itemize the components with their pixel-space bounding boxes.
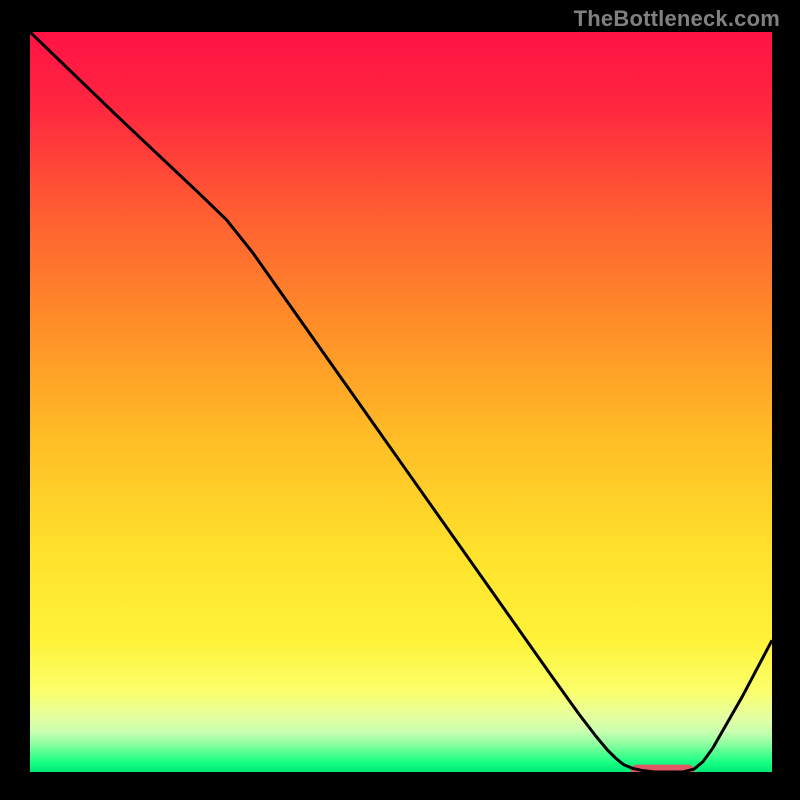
figure-container: TheBottleneck.com [0,0,800,800]
line-layer [30,32,772,772]
bottleneck-curve [30,32,772,772]
watermark-text: TheBottleneck.com [574,6,780,32]
plot-area [30,32,772,772]
